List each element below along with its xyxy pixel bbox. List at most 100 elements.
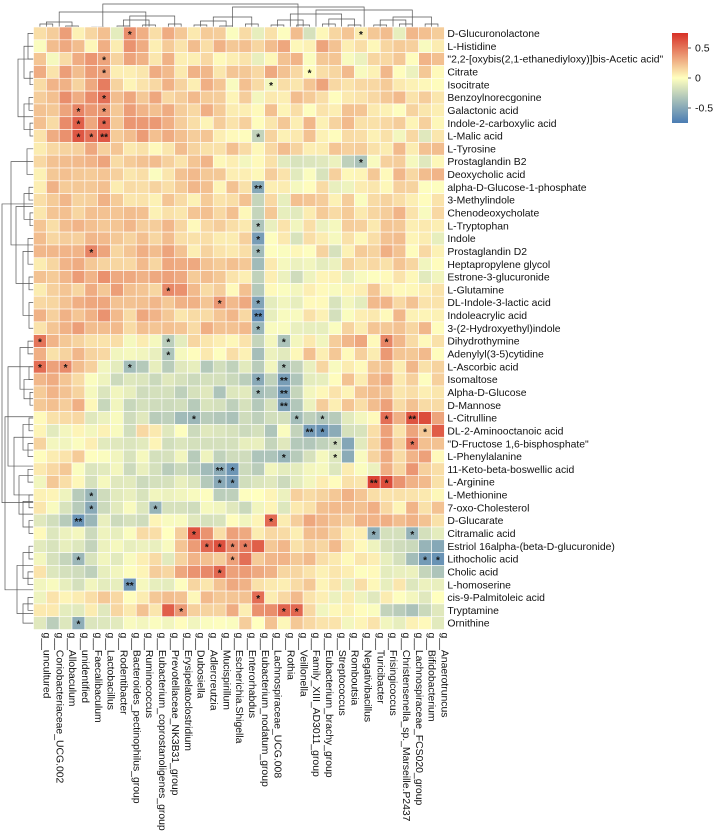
heatmap-cell bbox=[84, 462, 99, 477]
heatmap-cell bbox=[225, 180, 240, 194]
heatmap-cell bbox=[174, 334, 188, 348]
heatmap-cell bbox=[379, 154, 394, 169]
heatmap-cell bbox=[84, 398, 99, 412]
heatmap-cell bbox=[33, 244, 47, 259]
heatmap-cell bbox=[238, 616, 253, 630]
heatmap-cell bbox=[71, 295, 86, 310]
heatmap-cell bbox=[71, 206, 86, 220]
heatmap-cell bbox=[200, 321, 214, 335]
heatmap-cell bbox=[84, 193, 99, 207]
heatmap-cell bbox=[302, 385, 317, 400]
heatmap-cell bbox=[33, 283, 47, 297]
heatmap-cell bbox=[200, 257, 214, 271]
significance-star: * bbox=[76, 620, 80, 631]
heatmap-cell bbox=[251, 90, 265, 105]
heatmap-cell bbox=[200, 462, 214, 477]
row-label: Citramalic acid bbox=[447, 529, 515, 540]
heatmap-cell bbox=[135, 526, 150, 541]
heatmap-cell bbox=[97, 39, 111, 53]
row-label: Prostaglandin B2 bbox=[447, 157, 526, 168]
heatmap-cell bbox=[341, 116, 355, 130]
heatmap-cell bbox=[379, 270, 394, 284]
row-label: D-Glucuronolactone bbox=[447, 29, 540, 40]
heatmap-cell bbox=[58, 244, 73, 259]
heatmap-cell bbox=[289, 231, 304, 246]
heatmap-cell bbox=[71, 385, 86, 400]
heatmap-cell bbox=[161, 90, 176, 105]
heatmap-cell bbox=[135, 142, 150, 156]
heatmap-cell bbox=[277, 526, 291, 541]
heatmap-cell bbox=[187, 424, 201, 438]
heatmap-cell bbox=[264, 462, 278, 477]
heatmap-cell bbox=[225, 167, 240, 182]
heatmap-cell bbox=[33, 475, 47, 489]
heatmap-cell bbox=[46, 539, 60, 553]
heatmap-cell bbox=[315, 154, 330, 169]
heatmap-cell bbox=[110, 52, 124, 66]
heatmap-cell bbox=[264, 39, 278, 53]
heatmap-cell bbox=[174, 283, 188, 297]
heatmap-cell bbox=[225, 77, 240, 92]
heatmap-cell bbox=[392, 436, 407, 451]
heatmap-cell bbox=[46, 193, 60, 207]
heatmap-cell bbox=[341, 411, 355, 425]
heatmap-cell bbox=[277, 219, 291, 233]
heatmap-cell bbox=[58, 180, 73, 194]
heatmap-cell bbox=[302, 193, 317, 207]
heatmap-cell bbox=[277, 231, 291, 246]
row-label: L-Tyrosine bbox=[447, 144, 496, 155]
heatmap-cell bbox=[200, 475, 214, 489]
heatmap-cell bbox=[187, 244, 201, 259]
heatmap-cell bbox=[97, 167, 111, 182]
heatmap-cell bbox=[379, 103, 394, 118]
heatmap-cell bbox=[264, 231, 278, 246]
heatmap-cell bbox=[315, 167, 330, 182]
heatmap-cell bbox=[315, 565, 330, 579]
heatmap-cell bbox=[110, 513, 124, 528]
heatmap-cell bbox=[251, 552, 265, 566]
heatmap-cell bbox=[110, 411, 124, 425]
heatmap-cell bbox=[392, 26, 407, 41]
heatmap-cell bbox=[264, 398, 278, 412]
heatmap-cell bbox=[110, 372, 124, 387]
heatmap-cell bbox=[33, 39, 47, 53]
heatmap-cell bbox=[135, 411, 150, 425]
dendrogram-branch bbox=[102, 3, 299, 27]
heatmap-cell bbox=[110, 308, 124, 323]
heatmap-cell bbox=[392, 39, 407, 53]
heatmap-cell bbox=[174, 26, 188, 41]
heatmap-cell bbox=[302, 90, 317, 105]
heatmap-cell bbox=[200, 193, 214, 207]
heatmap-cell bbox=[341, 334, 355, 348]
heatmap-cell bbox=[238, 167, 253, 182]
heatmap-cell bbox=[328, 116, 342, 130]
heatmap-cell bbox=[187, 308, 201, 323]
heatmap-cell bbox=[174, 616, 188, 630]
heatmap-cell bbox=[161, 257, 176, 271]
heatmap-cell bbox=[392, 603, 407, 618]
heatmap-cell bbox=[354, 398, 368, 412]
heatmap-cell bbox=[148, 206, 163, 220]
heatmap-cell bbox=[46, 295, 60, 310]
heatmap-cell bbox=[33, 616, 47, 630]
heatmap-cell bbox=[251, 283, 265, 297]
heatmap-cell bbox=[405, 577, 419, 592]
heatmap-cell bbox=[58, 372, 73, 387]
heatmap-cell bbox=[264, 436, 278, 451]
heatmap-cell bbox=[367, 129, 381, 143]
heatmap-cell bbox=[187, 513, 201, 528]
heatmap-cell bbox=[148, 360, 163, 374]
heatmap-cell bbox=[367, 488, 381, 502]
significance-star: ** bbox=[216, 466, 224, 477]
heatmap-cell bbox=[97, 231, 111, 246]
significance-star: * bbox=[269, 81, 273, 92]
heatmap-cell bbox=[161, 449, 176, 464]
row-label: Cholic acid bbox=[447, 567, 498, 578]
heatmap-cell bbox=[379, 603, 394, 618]
color-legend-ticks: 0.50-0.5 bbox=[688, 43, 713, 115]
significance-star: * bbox=[256, 248, 260, 259]
heatmap-cell bbox=[431, 206, 445, 220]
heatmap-cell bbox=[71, 475, 86, 489]
heatmap-cell bbox=[97, 347, 111, 361]
heatmap-cell bbox=[277, 552, 291, 566]
